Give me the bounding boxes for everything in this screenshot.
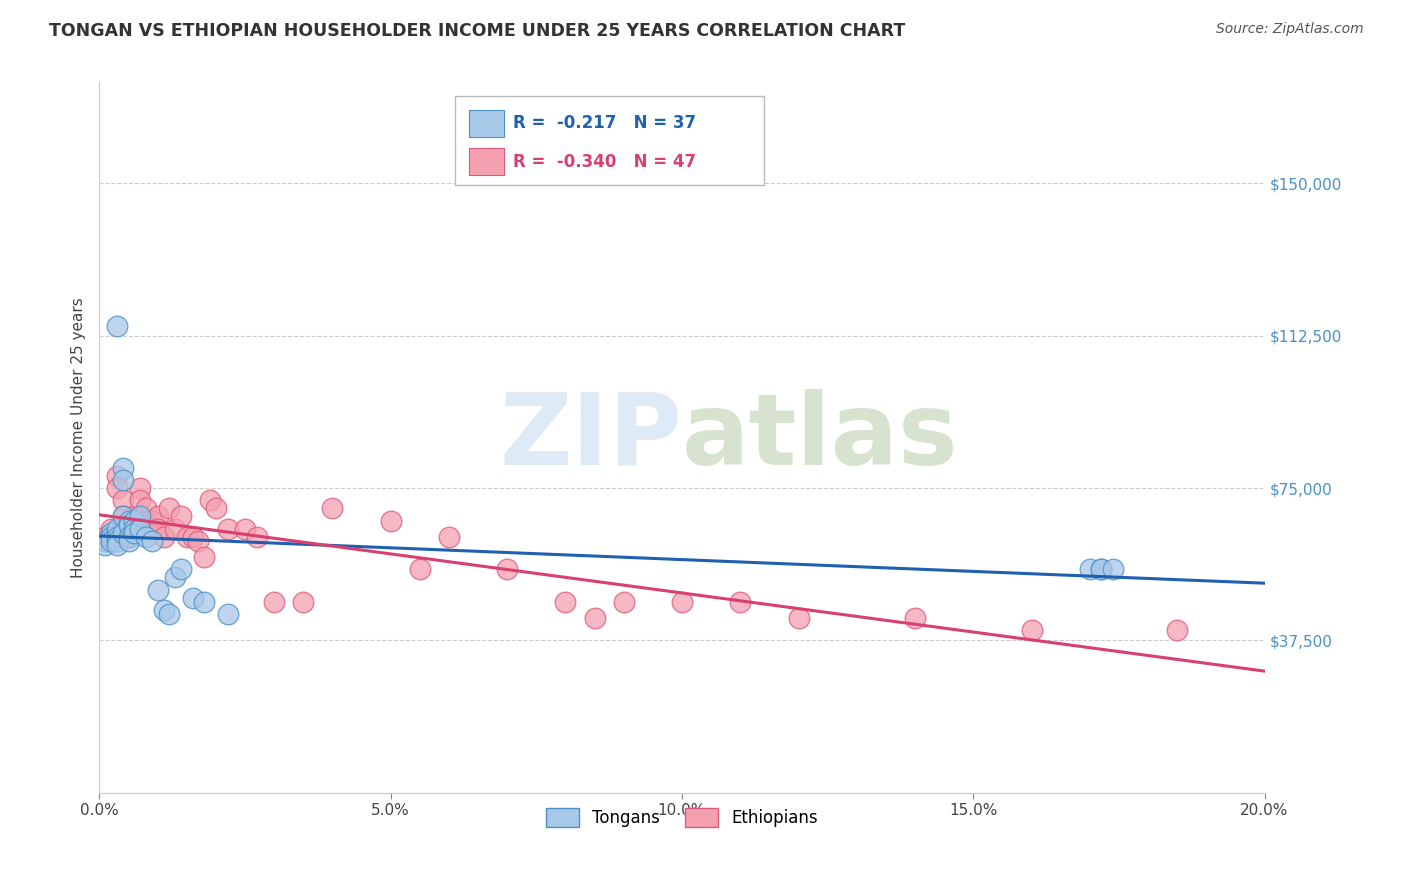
Point: [193, 550, 215, 565]
Point: [787, 611, 810, 625]
Point: [94, 530, 117, 544]
Text: R =  -0.217   N = 37: R = -0.217 N = 37: [513, 114, 696, 132]
Point: [105, 530, 128, 544]
Point: [105, 533, 128, 548]
Point: [1078, 562, 1101, 576]
Point: [100, 533, 122, 548]
Point: [671, 595, 693, 609]
Point: [100, 522, 122, 536]
Point: [613, 595, 636, 609]
Point: [198, 493, 221, 508]
Point: [321, 501, 343, 516]
Point: [146, 582, 169, 597]
Point: [1090, 562, 1112, 576]
Point: [124, 509, 146, 524]
Text: TONGAN VS ETHIOPIAN HOUSEHOLDER INCOME UNDER 25 YEARS CORRELATION CHART: TONGAN VS ETHIOPIAN HOUSEHOLDER INCOME U…: [49, 22, 905, 40]
Point: [100, 530, 122, 544]
Point: [728, 595, 751, 609]
FancyBboxPatch shape: [468, 148, 503, 175]
Point: [181, 591, 204, 605]
Point: [117, 530, 139, 544]
Point: [105, 522, 128, 536]
Point: [152, 530, 174, 544]
Point: [152, 603, 174, 617]
Point: [117, 517, 139, 532]
Point: [205, 501, 228, 516]
Point: [141, 533, 163, 548]
Point: [146, 522, 169, 536]
Point: [181, 530, 204, 544]
Point: [170, 509, 193, 524]
Point: [135, 501, 157, 516]
Point: [117, 514, 139, 528]
Point: [111, 525, 134, 540]
Point: [496, 562, 519, 576]
Text: atlas: atlas: [682, 389, 959, 486]
Point: [129, 493, 152, 508]
Point: [1021, 623, 1043, 637]
Point: [94, 538, 117, 552]
Point: [117, 530, 139, 544]
Point: [124, 514, 146, 528]
Point: [105, 481, 128, 495]
Point: [111, 493, 134, 508]
Point: [583, 611, 606, 625]
Point: [157, 501, 180, 516]
Point: [94, 533, 117, 548]
Point: [111, 509, 134, 524]
Point: [111, 509, 134, 524]
Point: [111, 473, 134, 487]
Y-axis label: Householder Income Under 25 years: Householder Income Under 25 years: [72, 297, 86, 578]
Point: [292, 595, 315, 609]
Point: [217, 607, 239, 621]
Point: [380, 514, 402, 528]
Point: [111, 460, 134, 475]
Point: [165, 522, 187, 536]
Point: [409, 562, 432, 576]
Legend: Tongans, Ethiopians: Tongans, Ethiopians: [538, 802, 825, 834]
Point: [124, 522, 146, 536]
Point: [124, 525, 146, 540]
Point: [135, 530, 157, 544]
Point: [141, 514, 163, 528]
Text: Source: ZipAtlas.com: Source: ZipAtlas.com: [1216, 22, 1364, 37]
Point: [1166, 623, 1188, 637]
Point: [129, 481, 152, 495]
Point: [117, 522, 139, 536]
Point: [193, 595, 215, 609]
Point: [105, 318, 128, 333]
Point: [157, 607, 180, 621]
Point: [176, 530, 198, 544]
Point: [117, 533, 139, 548]
FancyBboxPatch shape: [468, 110, 503, 136]
Point: [141, 522, 163, 536]
Point: [246, 530, 269, 544]
Point: [129, 522, 152, 536]
Text: R =  -0.340   N = 47: R = -0.340 N = 47: [513, 153, 696, 170]
FancyBboxPatch shape: [454, 96, 763, 185]
Point: [437, 530, 460, 544]
Point: [105, 538, 128, 552]
Point: [105, 468, 128, 483]
Point: [904, 611, 927, 625]
Point: [146, 509, 169, 524]
Point: [1090, 562, 1112, 576]
Point: [165, 570, 187, 584]
Point: [135, 514, 157, 528]
Point: [170, 562, 193, 576]
Point: [217, 522, 239, 536]
Point: [129, 509, 152, 524]
Point: [233, 522, 256, 536]
Point: [263, 595, 285, 609]
Point: [554, 595, 576, 609]
Point: [124, 522, 146, 536]
Text: ZIP: ZIP: [499, 389, 682, 486]
Point: [1102, 562, 1125, 576]
Point: [187, 533, 209, 548]
Point: [100, 525, 122, 540]
